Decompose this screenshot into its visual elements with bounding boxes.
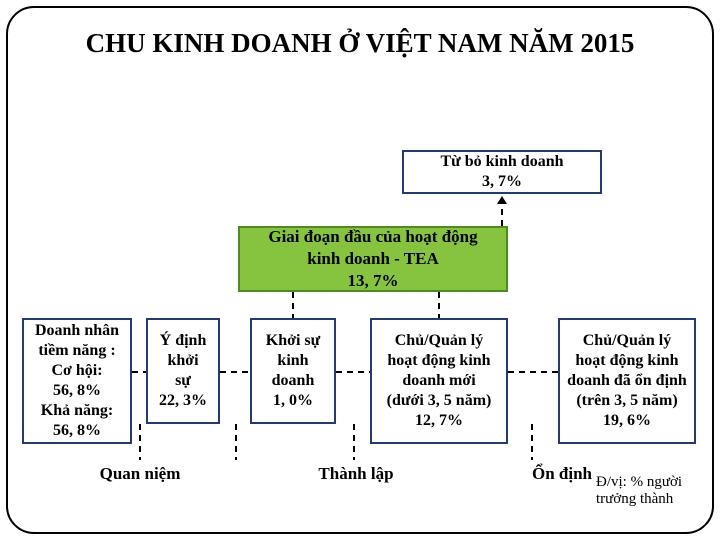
stage-box-line: tiềm năng :: [38, 341, 115, 361]
stage-box-line: (dưới 3, 5 năm): [387, 391, 492, 411]
box-tea-l1: Giai đoạn đầu của hoạt động: [268, 226, 477, 248]
stage-box-line: doanh: [272, 371, 315, 391]
stage-box-line: Ý định: [160, 331, 207, 351]
stage-box-line: kinh: [277, 351, 308, 371]
box-tea-l3: 13, 7%: [348, 270, 399, 292]
stage-box-line: hoạt động kinh: [387, 351, 490, 371]
unit-l1: Đ/vị: % người: [596, 474, 716, 491]
stage-box-line: Doanh nhân: [35, 321, 119, 341]
box-exit-label: Từ bỏ kinh doanh: [440, 152, 563, 172]
stage-box: Doanh nhântiềm năng :Cơ hội:56, 8%Khả nă…: [22, 318, 132, 444]
stage-box-line: doanh mới: [402, 371, 475, 391]
unit-label: Đ/vị: % người trưởng thành: [596, 474, 716, 508]
stage-box-line: 1, 0%: [273, 391, 313, 411]
stage-box-line: 56, 8%: [53, 421, 101, 441]
stage-box-line: 56, 8%: [53, 381, 101, 401]
stage-box: Chủ/Quản lýhoạt động kinhdoanh đã ổn địn…: [558, 318, 696, 444]
stage-box-line: Chủ/Quản lý: [583, 331, 671, 351]
stage-box-line: hoạt động kinh: [575, 351, 678, 371]
stage-box: Khởi sựkinhdoanh1, 0%: [250, 318, 336, 424]
stage-box-line: Chủ/Quản lý: [395, 331, 483, 351]
unit-l2: trưởng thành: [596, 491, 716, 508]
stage-box-line: Cơ hội:: [51, 361, 102, 381]
stage-box-line: khởi: [167, 351, 198, 371]
stage-box-line: Khởi sự: [266, 331, 320, 351]
stage-box: Ý địnhkhởisự22, 3%: [146, 318, 220, 424]
stage-box-line: (trên 3, 5 năm): [576, 391, 677, 411]
slide-title: CHU KINH DOANH Ở VIỆT NAM NĂM 2015: [0, 28, 720, 59]
stage-box-line: 19, 6%: [603, 411, 651, 431]
box-tea: Giai đoạn đầu của hoạt động kinh doanh -…: [238, 226, 508, 292]
box-tea-l2: kinh doanh - TEA: [307, 248, 439, 270]
phase-label: Quan niệm: [80, 464, 200, 484]
stage-box: Chủ/Quản lýhoạt động kinhdoanh mới(dưới …: [370, 318, 508, 444]
stage-box-line: Khả năng:: [41, 401, 113, 421]
stage-box-line: sự: [175, 371, 191, 391]
phase-label: Thành lập: [296, 464, 416, 484]
box-exit: Từ bỏ kinh doanh 3, 7%: [402, 150, 602, 194]
stage-box-line: 22, 3%: [159, 391, 207, 411]
box-exit-value: 3, 7%: [482, 172, 522, 192]
stage-box-line: 12, 7%: [415, 411, 463, 431]
stage-box-line: doanh đã ổn định: [567, 371, 687, 391]
